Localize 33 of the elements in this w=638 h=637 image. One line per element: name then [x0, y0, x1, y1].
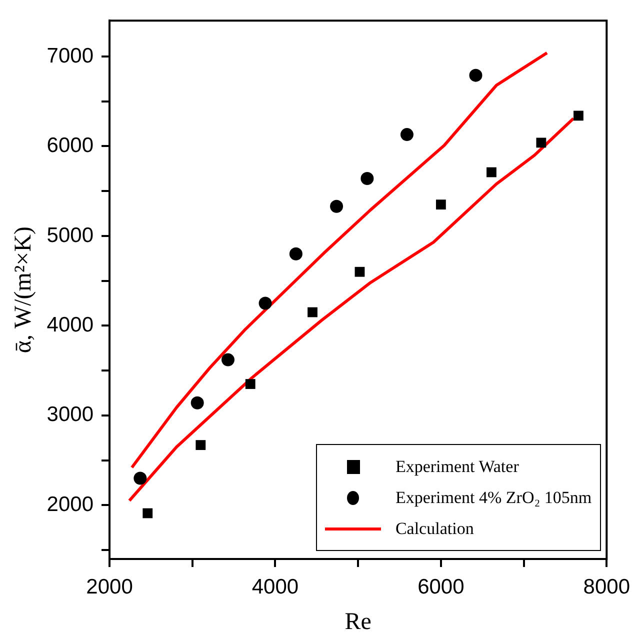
- point: [486, 167, 496, 178]
- y-tick-label: 6000: [46, 134, 94, 158]
- point: [436, 200, 446, 210]
- x-tick-label: 6000: [418, 575, 464, 598]
- point: [196, 440, 206, 450]
- x-tick-label: 8000: [583, 575, 630, 598]
- point: [134, 472, 147, 485]
- x-axis-title: Re: [344, 608, 372, 635]
- point: [142, 508, 153, 518]
- y-axis-title: ᾱ, W/(m²×K): [10, 226, 37, 354]
- point: [245, 379, 256, 389]
- x-tick-label: 4000: [252, 575, 299, 598]
- y-tick-label: 4000: [46, 313, 94, 336]
- point: [330, 200, 344, 213]
- y-tick-label: 5000: [46, 224, 94, 247]
- y-tick-label: 7000: [46, 44, 94, 68]
- legend-label: Experiment Water: [395, 456, 519, 476]
- legend-label: Calculation: [395, 518, 474, 538]
- y-tick-label: 2000: [46, 492, 94, 516]
- point: [222, 353, 234, 366]
- point: [536, 138, 546, 148]
- point: [360, 172, 374, 186]
- point: [190, 396, 204, 410]
- point: [400, 128, 414, 142]
- point: [574, 110, 584, 121]
- point: [289, 247, 302, 260]
- point: [469, 68, 482, 82]
- point: [258, 296, 272, 310]
- point: [354, 266, 365, 277]
- x-tick-label: 2000: [86, 575, 133, 598]
- y-tick-label: 3000: [46, 403, 94, 426]
- legend-label: Experiment 4% ZrO₂ 105nm: [395, 488, 592, 508]
- point: [308, 307, 318, 318]
